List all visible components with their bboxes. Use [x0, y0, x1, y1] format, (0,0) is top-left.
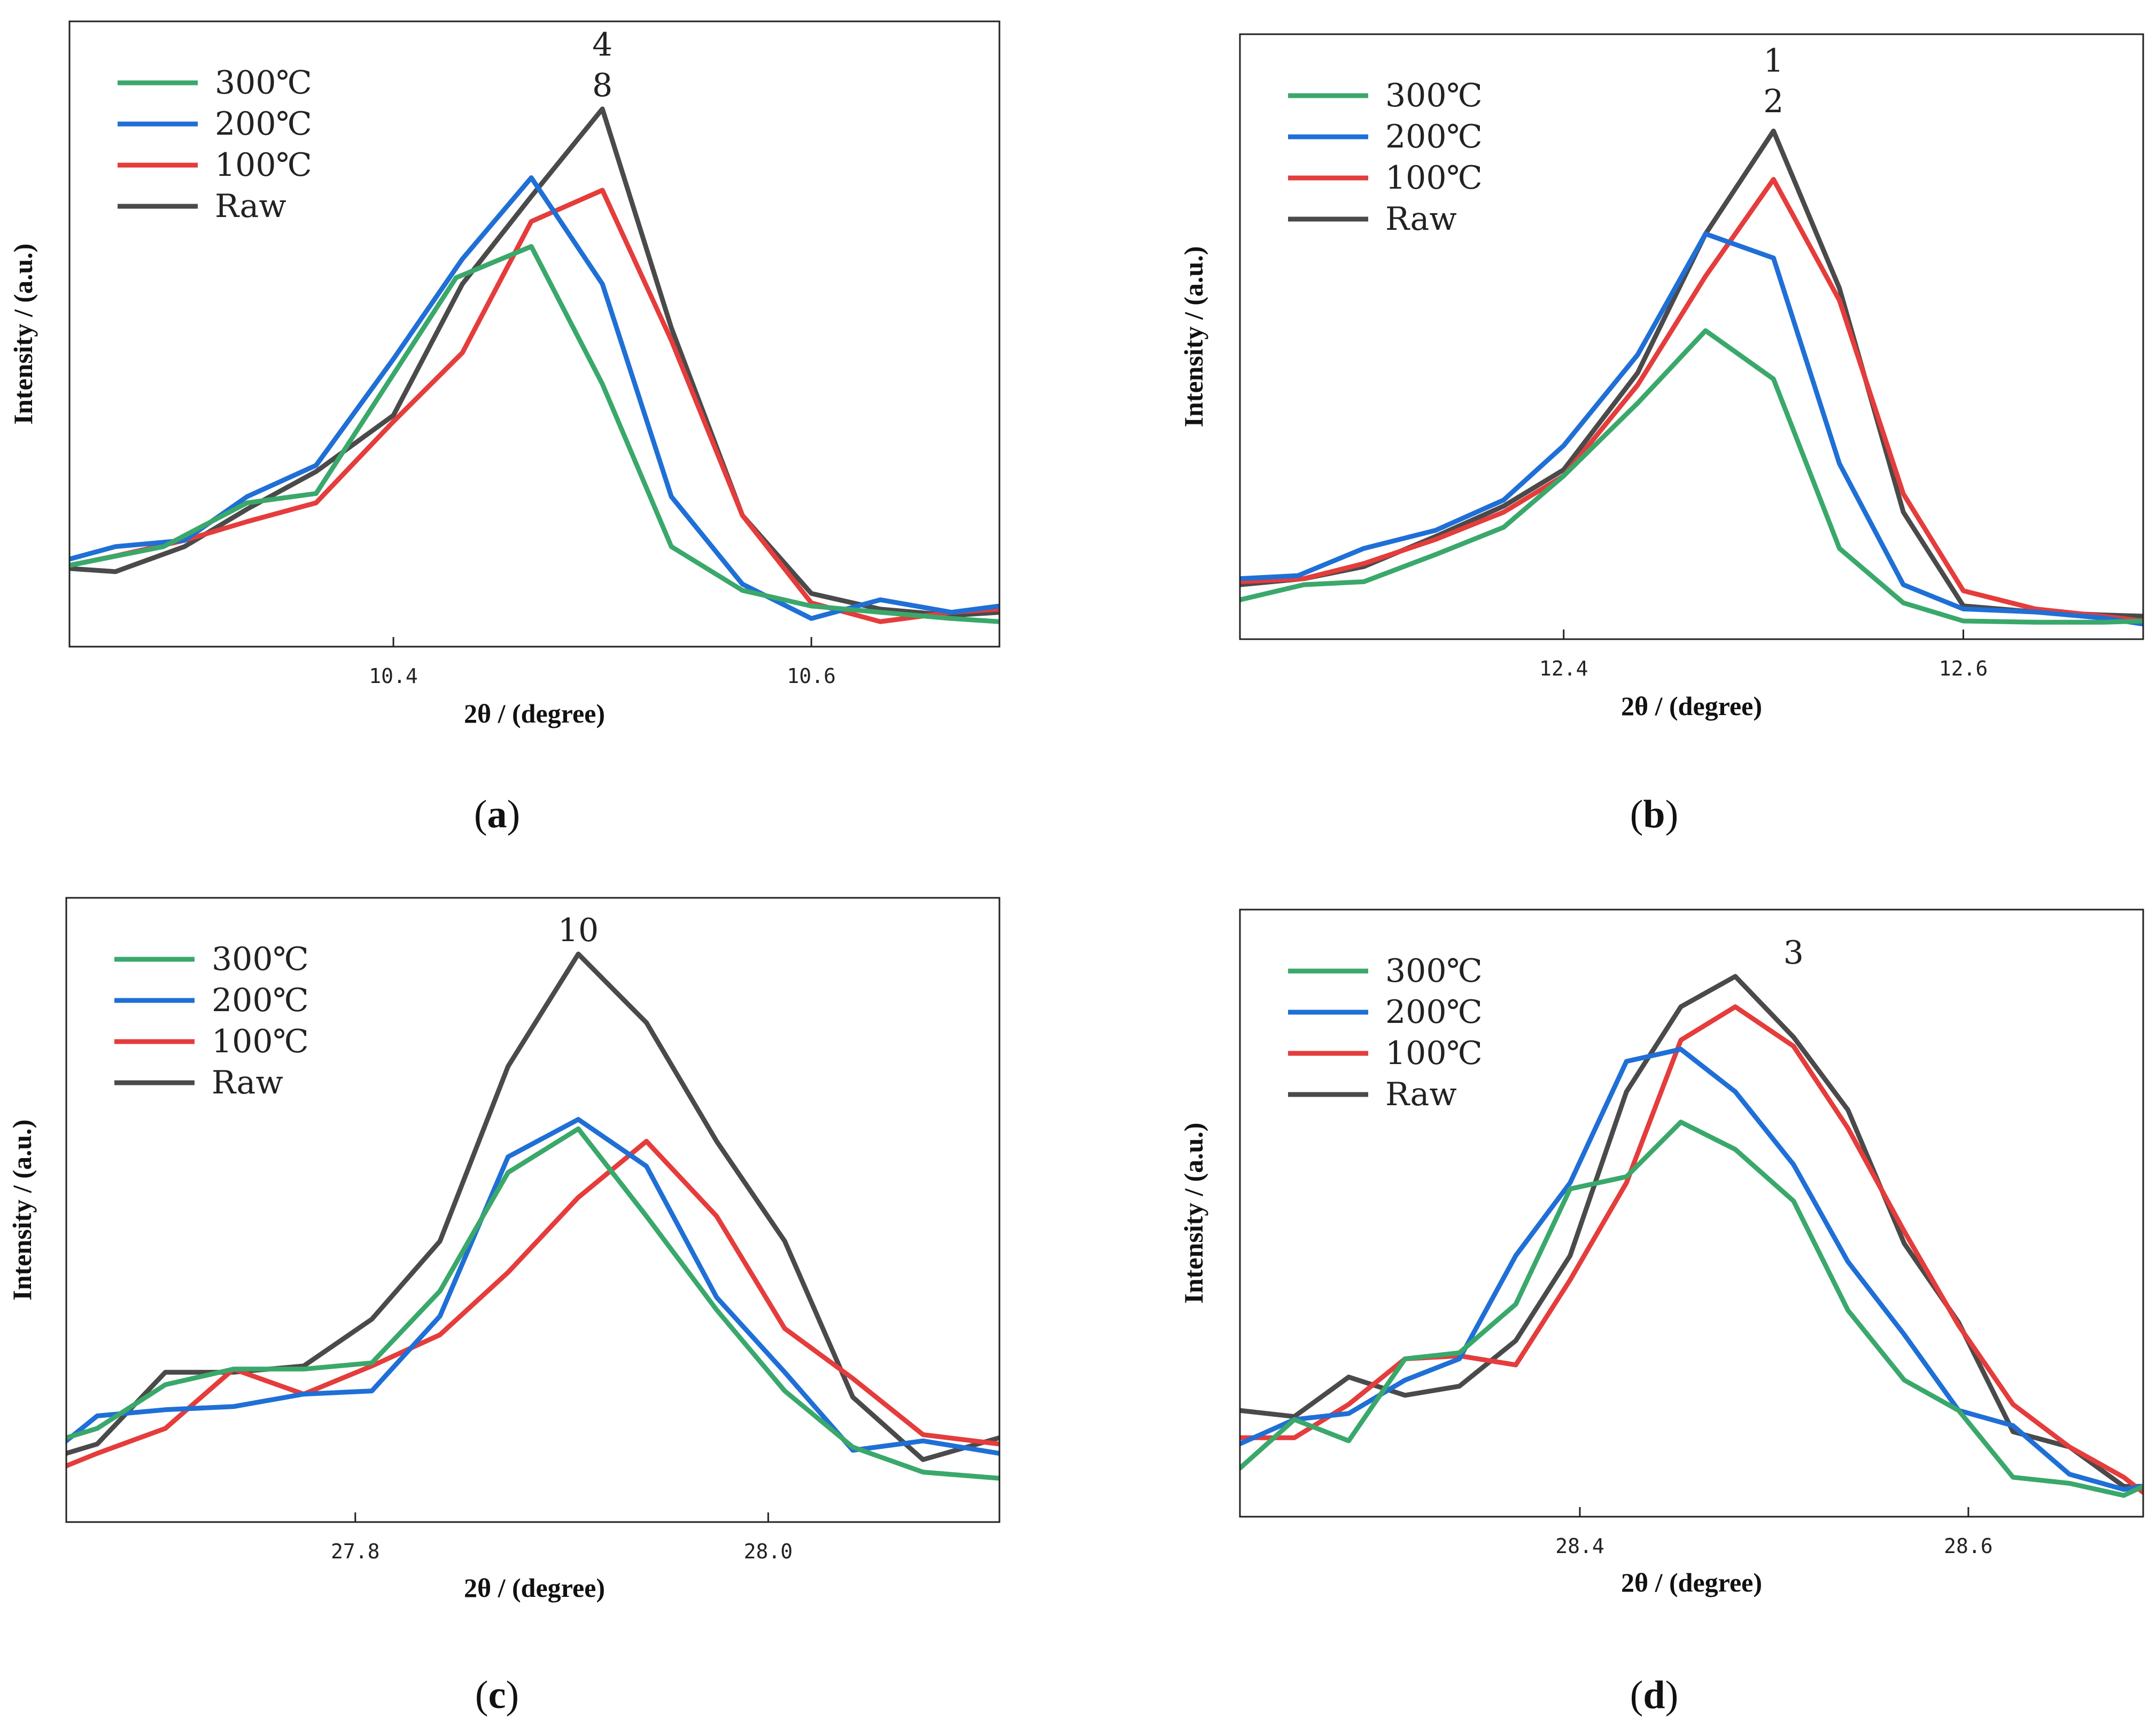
legend: 300℃ 200℃ 100℃ Raw: [114, 941, 309, 1101]
series-line-200: [1240, 1046, 2143, 1492]
legend-label: 200℃: [212, 982, 309, 1019]
series-line-200: [69, 175, 999, 621]
chart-panel-d: 28.4 28.6 2θ / (degree) Intensity / (a.u.) 3…: [1178, 909, 2144, 1717]
legend-label: 200℃: [215, 105, 312, 143]
panel-label: (a): [474, 793, 520, 836]
peak-label: 8: [592, 67, 612, 104]
x-tick-label: 12.6: [1939, 657, 1988, 680]
y-axis-title: Intensity / (a.u.): [1178, 1123, 1208, 1304]
legend-label: 200℃: [1385, 118, 1483, 156]
legend-label: 100℃: [215, 146, 312, 184]
x-axis-title: 2θ / (degree): [464, 698, 605, 728]
legend-label: 300℃: [212, 941, 309, 978]
y-axis-title: Intensity / (a.u.): [8, 244, 38, 425]
panel-label: (d): [1630, 1673, 1678, 1717]
legend-label: 200℃: [1385, 993, 1483, 1031]
x-tick-label: 28.4: [1555, 1534, 1604, 1558]
series-line-100: [1240, 177, 2143, 624]
x-tick-label: 27.8: [331, 1540, 380, 1563]
x-tick-label: 28.6: [1944, 1534, 1993, 1558]
plot-frame: [68, 20, 1001, 648]
x-tick-label: 12.4: [1539, 657, 1588, 680]
y-axis-title: Intensity / (a.u.): [1178, 246, 1208, 428]
panel-label: (b): [1630, 793, 1678, 836]
series-line-raw: [66, 951, 999, 1462]
legend-label: 100℃: [1385, 159, 1483, 197]
series-line-300: [1240, 328, 2143, 625]
legend-label: Raw: [212, 1064, 283, 1101]
legend-label: 300℃: [215, 64, 312, 102]
legend-label: Raw: [215, 188, 286, 225]
y-axis-title: Intensity / (a.u.): [7, 1120, 37, 1301]
legend-label: 300℃: [1385, 952, 1483, 990]
x-tick-label: 28.0: [744, 1540, 793, 1563]
plot-frame: [1239, 909, 2144, 1518]
chart-panel-a: 10.4 10.6 2θ / (degree) Intensity / (a.u.) 3…: [8, 20, 1001, 836]
peak-label: 1: [1763, 42, 1783, 80]
series-line-100: [69, 188, 999, 624]
series-line-300: [69, 244, 999, 624]
series-line-300: [66, 1126, 999, 1481]
chart-panel-c: 27.8 28.0 2θ / (degree) Intensity / (a.u.) 3…: [7, 897, 1001, 1717]
legend-label: 100℃: [212, 1023, 309, 1060]
x-axis-title: 2θ / (degree): [1621, 1567, 1762, 1597]
legend-label: 100℃: [1385, 1035, 1483, 1072]
series-line-200: [66, 1117, 999, 1456]
legend-label: 300℃: [1385, 77, 1483, 114]
series-line-100: [66, 1139, 999, 1469]
x-tick-label: 10.4: [369, 664, 418, 688]
peak-label: 10: [558, 912, 599, 949]
series-line-100: [1240, 1004, 2143, 1495]
plot-frame: [1239, 33, 2144, 640]
peak-label: 3: [1783, 934, 1804, 972]
x-axis-title: 2θ / (degree): [464, 1573, 605, 1603]
peak-label: 4: [592, 26, 612, 64]
peak-label: 2: [1763, 83, 1783, 120]
plot-frame: [65, 897, 1001, 1523]
x-tick-label: 10.6: [787, 664, 836, 688]
legend-label: Raw: [1385, 200, 1457, 238]
chart-panel-b: 12.4 12.6 2θ / (degree) Intensity / (a.u.) 3…: [1178, 33, 2144, 836]
series-line-200: [1240, 231, 2143, 627]
series-line-300: [1240, 1120, 2143, 1498]
x-axis-title: 2θ / (degree): [1621, 691, 1762, 721]
series-line-raw: [1240, 974, 2143, 1489]
panel-label: (c): [475, 1673, 519, 1717]
legend-label: Raw: [1385, 1076, 1457, 1113]
